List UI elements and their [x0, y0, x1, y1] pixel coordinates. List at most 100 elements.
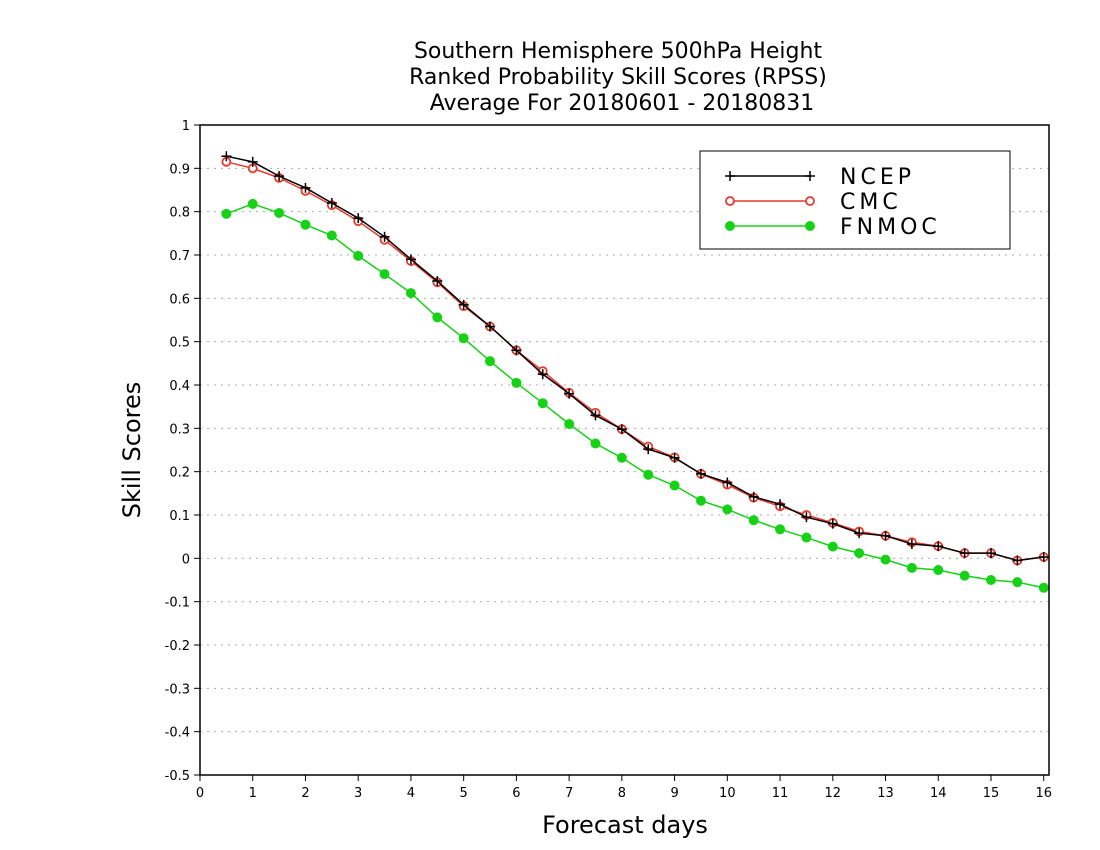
x-tick-label: 3: [354, 786, 362, 801]
fnmoc-point: [805, 221, 815, 231]
y-tick-label: -0.4: [165, 726, 190, 741]
fnmoc-point: [643, 469, 654, 480]
ncep-point: [432, 276, 443, 286]
cmc-point: [725, 196, 735, 206]
ncep-point: [854, 528, 865, 539]
fnmoc-point: [564, 419, 575, 429]
ncep-line: [226, 155, 1044, 562]
x-tick-label: 12: [825, 786, 842, 801]
fnmoc-point: [695, 495, 706, 506]
fnmoc-point: [1038, 582, 1049, 593]
fnmoc-point: [274, 207, 285, 218]
ncep-point: [906, 539, 917, 550]
ncep-point: [643, 444, 654, 455]
ncep-point: [353, 213, 364, 224]
x-tick-label: 7: [565, 786, 573, 801]
ncep-point: [933, 541, 944, 552]
x-tick-label: 1: [249, 786, 257, 801]
cmc-point: [805, 196, 815, 206]
fnmoc-point: [590, 438, 601, 449]
ncep-point: [725, 171, 735, 181]
y-tick-label: -0.5: [165, 769, 190, 784]
x-tick-label: 10: [719, 786, 736, 801]
fnmoc-point: [511, 377, 522, 388]
x-tick-label: 5: [460, 786, 468, 801]
fnmoc-point: [827, 541, 838, 552]
y-tick-label: 0.3: [169, 422, 190, 437]
y-tick-label: 0: [182, 552, 190, 567]
fnmoc-point: [405, 288, 416, 299]
y-tick-label: -0.3: [165, 682, 190, 697]
title-line-1: Southern Hemisphere 500hPa Height: [414, 39, 822, 64]
ncep-point: [748, 491, 759, 502]
fnmoc-point: [880, 554, 891, 565]
x-tick-label: 11: [772, 786, 789, 801]
fnmoc-point: [725, 221, 735, 231]
x-tick-label: 9: [670, 786, 678, 801]
fnmoc-point: [906, 562, 917, 573]
series-layer: [221, 151, 1049, 593]
fnmoc-point: [247, 198, 258, 209]
x-tick-label: 15: [983, 786, 1000, 801]
legend-label-fnmoc: FNMOC: [840, 215, 941, 240]
ncep-point: [485, 321, 496, 332]
y-tick-label: 0.5: [169, 336, 190, 351]
ncep-point: [221, 151, 232, 162]
fnmoc-point: [933, 565, 944, 576]
x-tick-label: 8: [618, 786, 626, 801]
grid-lines: [200, 167, 1049, 733]
y-tick-label: 0.8: [169, 206, 190, 221]
y-tick-label: 0.2: [169, 466, 190, 481]
ncep-point: [458, 299, 469, 310]
fnmoc-point: [669, 480, 680, 491]
ncep-point: [405, 254, 416, 265]
ncep-point: [274, 171, 285, 182]
y-axis-label: Skill Scores: [118, 382, 146, 519]
ncep-point: [827, 518, 838, 529]
ncep-point: [959, 548, 970, 559]
y-tick-label: -0.1: [165, 596, 190, 611]
fnmoc-point: [353, 250, 364, 261]
ncep-point: [880, 530, 891, 541]
ncep-point: [985, 548, 996, 559]
ncep-point: [805, 171, 815, 181]
ncep-point: [801, 512, 812, 523]
y-tick-label: 0.9: [169, 162, 190, 177]
plot-frame: [199, 124, 1050, 776]
x-axis-label: Forecast days: [542, 811, 708, 839]
legend-entry-fnmoc: FNMOC: [725, 215, 941, 240]
fnmoc-point: [221, 208, 232, 219]
ncep-point: [590, 410, 601, 421]
ncep-point: [1038, 552, 1049, 563]
fnmoc-point: [537, 398, 548, 409]
fnmoc-point: [300, 219, 311, 230]
fnmoc-point: [985, 575, 996, 585]
legend-label-ncep: NCEP: [840, 165, 915, 190]
fnmoc-point: [959, 570, 970, 581]
ncep-point: [326, 198, 337, 208]
y-tick-label: 0.4: [169, 379, 190, 394]
ncep-point: [300, 182, 311, 193]
fnmoc-line: [226, 203, 1044, 589]
ncep-point: [722, 477, 733, 488]
x-tick-label: 2: [301, 786, 309, 801]
y-tick-label: 1: [182, 119, 190, 134]
ncep-point: [616, 424, 627, 435]
chart-title: Southern Hemisphere 500hPa Height Ranked…: [409, 39, 827, 116]
ncep-series: [221, 151, 1049, 566]
ncep-point: [379, 231, 390, 242]
fnmoc-point: [485, 356, 496, 367]
fnmoc-point: [326, 230, 337, 241]
y-tick-label: -0.2: [165, 639, 190, 654]
ncep-point: [247, 156, 258, 167]
fnmoc-point: [432, 312, 443, 323]
ncep-point: [1012, 555, 1023, 566]
axes: 1 0.9 0.8 0.7 0.6 0.5 0.4 0.3 0.2 0.1 0 -0.1 -0.2 -0.…: [165, 119, 1052, 801]
fnmoc-point: [748, 515, 759, 526]
ncep-point: [775, 499, 786, 510]
x-tick-label: 16: [1035, 786, 1052, 801]
x-tick-label: 14: [930, 786, 947, 801]
